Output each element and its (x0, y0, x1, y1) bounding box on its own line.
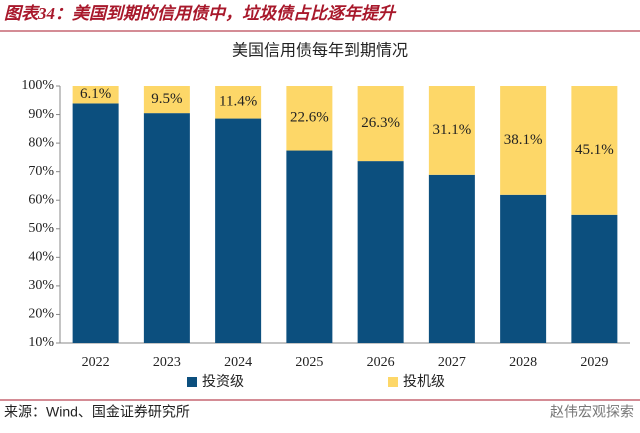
y-tick-label: 10% (28, 335, 54, 350)
x-tick-label: 2024 (224, 355, 252, 370)
bar-segment (143, 86, 190, 114)
data-label: 26.3% (361, 115, 400, 131)
y-tick-label: 30% (28, 278, 54, 293)
y-tick-label: 40% (28, 250, 54, 265)
x-tick-label: 2025 (295, 355, 323, 370)
bar-segment (215, 86, 262, 119)
bar-segment (357, 86, 404, 162)
legend-label: 投机级 (403, 374, 445, 390)
y-tick-label: 80% (28, 135, 54, 150)
data-label: 22.6% (290, 110, 329, 126)
source: 来源：Wind、国金证券研究所 (4, 404, 190, 420)
bar-segment (72, 86, 119, 104)
x-tick-label: 2028 (509, 355, 537, 370)
bar-segment (571, 214, 618, 343)
figure-title: 图表34：美国到期的信用债中，垃圾债占比逐年提升 (4, 4, 397, 23)
data-label: 45.1% (575, 142, 614, 158)
chart-title: 美国信用债每年到期情况 (232, 42, 408, 60)
bar-segment (357, 161, 404, 343)
y-tick-label: 70% (28, 164, 54, 179)
bar-segment (143, 113, 190, 343)
y-tick-label: 90% (28, 107, 54, 122)
bar-segment (571, 86, 618, 215)
bar-segment (215, 118, 262, 343)
x-tick-label: 2022 (82, 355, 110, 370)
data-label: 11.4% (219, 94, 257, 110)
y-tick-label: 50% (28, 221, 54, 236)
bar-segment (500, 86, 547, 195)
y-tick-label: 100% (21, 78, 54, 93)
legend-label: 投资级 (202, 374, 244, 390)
legend-swatch (187, 377, 197, 387)
bar-segment (428, 174, 475, 343)
data-label: 6.1% (80, 86, 111, 102)
x-tick-label: 2023 (153, 355, 181, 370)
x-tick-label: 2026 (367, 355, 395, 370)
x-tick-label: 2027 (438, 355, 466, 370)
bar-segment (428, 86, 475, 175)
bar-segment (500, 194, 547, 343)
data-label: 31.1% (433, 122, 472, 138)
x-tick-label: 2029 (580, 355, 608, 370)
y-tick-label: 20% (28, 307, 54, 322)
data-label: 38.1% (504, 132, 543, 148)
bar-segment (72, 103, 119, 344)
bar-segment (286, 150, 333, 343)
data-label: 9.5% (151, 91, 182, 107)
watermark: 赵伟宏观探索 (550, 404, 634, 420)
y-tick-label: 60% (28, 192, 54, 207)
bar-segment (286, 86, 333, 151)
legend-swatch (388, 377, 398, 387)
